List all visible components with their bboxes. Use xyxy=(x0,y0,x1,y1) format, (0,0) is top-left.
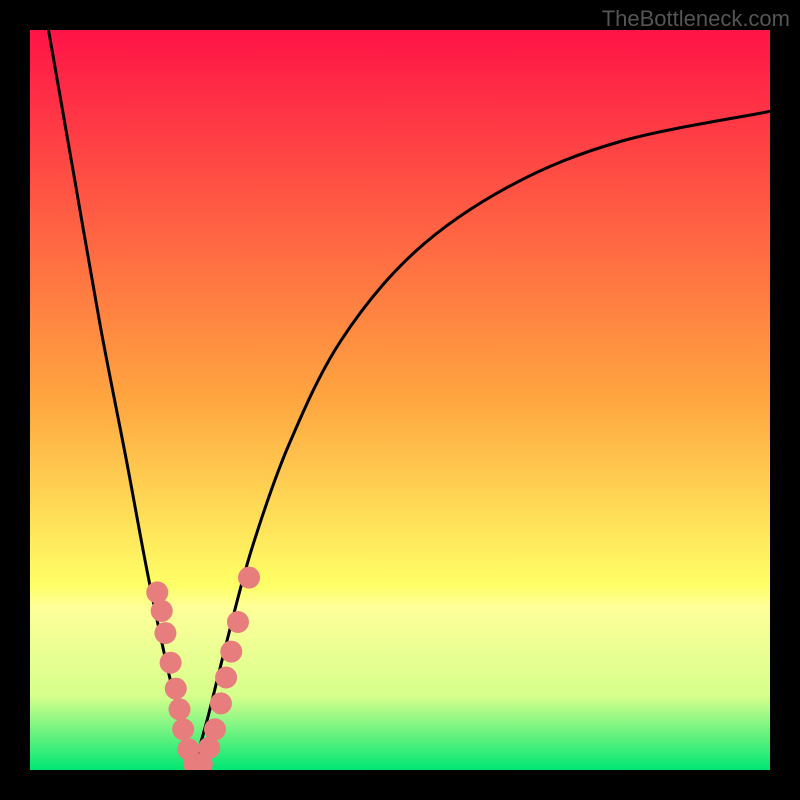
watermark-text: TheBottleneck.com xyxy=(602,6,790,32)
marker-dot xyxy=(160,652,182,674)
marker-dot xyxy=(146,581,168,603)
marker-dot xyxy=(154,622,176,644)
marker-dot xyxy=(165,678,187,700)
marker-dot xyxy=(210,692,232,714)
marker-dot xyxy=(172,718,194,740)
right-curve xyxy=(193,111,770,770)
plot-area xyxy=(30,30,770,770)
marker-dot xyxy=(151,600,173,622)
marker-dot xyxy=(168,698,190,720)
marker-dot xyxy=(227,611,249,633)
chart-canvas: TheBottleneck.com xyxy=(0,0,800,800)
marker-dot xyxy=(204,718,226,740)
marker-dot xyxy=(238,567,260,589)
marker-dot xyxy=(220,641,242,663)
curves-svg xyxy=(30,30,770,770)
dots-group xyxy=(146,567,260,770)
marker-dot xyxy=(215,667,237,689)
